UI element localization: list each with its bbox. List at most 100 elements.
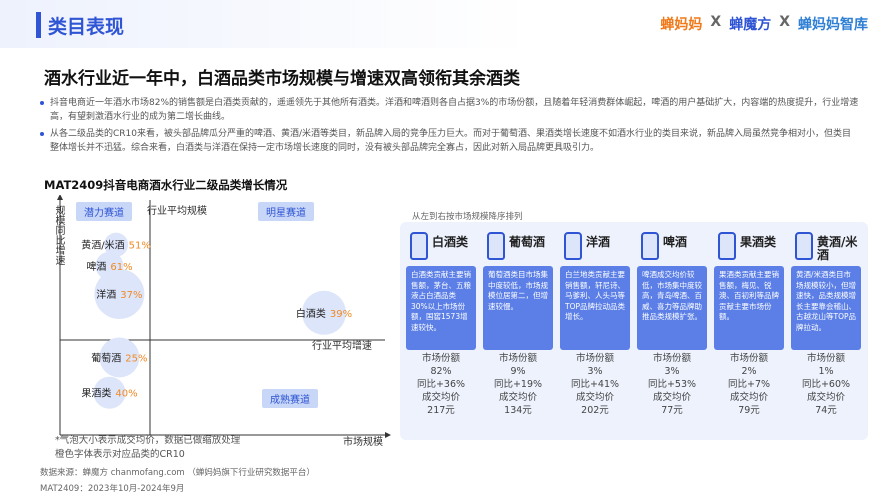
card-desc: 白酒类贡献主要销售额，茅台、五粮液占白酒品类30%以上市场份额，国窖1573增速… bbox=[406, 266, 476, 350]
stat-value: 82% bbox=[430, 366, 452, 377]
stat-label: 同比 bbox=[416, 379, 436, 390]
card-name: 啤酒 bbox=[663, 235, 688, 249]
card-desc: 啤酒成交均价较低，市场集中度较高，青岛啤酒、百威、喜力等品牌助推品类规模扩张。 bbox=[637, 266, 707, 350]
stat-value: +36% bbox=[435, 379, 466, 390]
stat-row: 同比+19% bbox=[483, 378, 553, 391]
header-bar bbox=[36, 12, 41, 38]
bubble-label: 黄酒/米酒 51% bbox=[81, 239, 151, 252]
stat-label: 同比 bbox=[493, 379, 513, 390]
card-desc: 果酒类贡献主要销售额，梅见、锐澳、百初利等品牌贡献主要市场份额。 bbox=[714, 266, 784, 350]
bubble-label: 白酒类 39% bbox=[296, 307, 352, 320]
ref-label: 行业平均增速 bbox=[312, 341, 372, 352]
stat-value: 79元 bbox=[738, 405, 760, 416]
stat-value: 3% bbox=[664, 366, 680, 377]
card-name: 果酒类 bbox=[740, 235, 777, 249]
stat-value: +41% bbox=[589, 379, 620, 390]
stat-value: +60% bbox=[820, 379, 851, 390]
category-name: 黄酒/米酒 bbox=[81, 239, 124, 252]
note: *气泡大小表示成交均价，数据已做缩放处理 bbox=[55, 435, 241, 446]
stat-value: 74元 bbox=[815, 405, 837, 416]
bubble-label: 啤酒 61% bbox=[86, 261, 132, 273]
stat-value: +19% bbox=[512, 379, 543, 390]
cr10-label: 51% bbox=[129, 241, 151, 252]
category-card: 洋酒 白兰地类贡献主要销售额，轩尼诗、马爹利、人头马等TOP品牌拉动品类增长。 … bbox=[560, 228, 630, 433]
stat-label: 同比 bbox=[570, 379, 590, 390]
card-stats: 市场份额 3% 同比+53% 成交均价 77元 bbox=[637, 352, 707, 417]
stat-value: 202元 bbox=[581, 405, 609, 416]
card-stats: 市场份额 2% 同比+7% 成交均价 79元 bbox=[714, 352, 784, 417]
icon bbox=[641, 232, 659, 260]
bubble bbox=[93, 376, 126, 409]
stat-label: 同比 bbox=[727, 379, 747, 390]
stat-row: 同比+7% bbox=[714, 378, 784, 391]
bullet: 抖音电商近一年酒水市场82%的销售额是白酒类贡献的，遥遥领先于其他所有酒类。洋酒… bbox=[40, 96, 860, 124]
stat-value: 9% bbox=[510, 366, 526, 377]
panel bbox=[400, 222, 868, 440]
stat-label: 成交均价 bbox=[729, 392, 768, 403]
footer: MAT2409：2023年10月-2024年9月 bbox=[40, 484, 185, 494]
stat-label: 成交均价 bbox=[806, 392, 845, 403]
quadrant-label: 明星赛道 bbox=[258, 202, 314, 221]
stat-row: 同比+41% bbox=[560, 378, 630, 391]
footer: 数据来源：蝉魔方 chanmofang.com （蝉妈妈旗下行业研究数据平台） bbox=[40, 468, 315, 478]
category-card: 果酒类 果酒类贡献主要销售额，梅见、锐澳、百初利等品牌贡献主要市场份额。 市场份… bbox=[714, 228, 784, 433]
stat-label: 市场份额 bbox=[575, 353, 614, 364]
card-desc: 白兰地类贡献主要销售额，轩尼诗、马爹利、人头马等TOP品牌拉动品类增长。 bbox=[560, 266, 630, 350]
category-name: 啤酒 bbox=[86, 261, 106, 273]
stat-value: +7% bbox=[746, 379, 771, 390]
header-title: 类目表现 bbox=[48, 16, 125, 38]
bubble-chart: 黄酒/米酒 51% 啤酒 61% 洋酒 37% 白酒类 39% 葡萄酒 25% 果酒类 40% bbox=[57, 195, 391, 438]
note: 橙色字体表示对应品类的CR10 bbox=[55, 449, 185, 460]
card-desc: 葡萄酒类目市场集中度较低，市场规模位居第二，但增速较慢。 bbox=[483, 266, 553, 350]
bullet: 从各二级品类的CR10来看，被头部品牌瓜分严重的啤酒、黄酒/米酒等类目，新品牌入… bbox=[40, 127, 860, 155]
category-card: 黄酒/米酒 黄酒/米酒类目市场规模较小，但增速快，品类规模增长主要靠会稽山、古越… bbox=[791, 228, 861, 433]
stat-value: 134元 bbox=[504, 405, 532, 416]
bubble-label: 葡萄酒 25% bbox=[91, 351, 147, 364]
stat-value: +53% bbox=[666, 379, 697, 390]
cr10-label: 25% bbox=[125, 353, 147, 364]
header bbox=[0, 0, 886, 48]
bubble bbox=[94, 269, 145, 319]
category-name: 葡萄酒 bbox=[91, 351, 121, 364]
stat-row: 同比+60% bbox=[791, 378, 861, 391]
stat-label: 成交均价 bbox=[421, 392, 460, 403]
logos: 蝉妈妈 X 蝉魔方 X 蝉妈妈智库 bbox=[660, 14, 868, 34]
stat-value: 1% bbox=[818, 366, 834, 377]
icon bbox=[487, 232, 505, 260]
x-axis-label: 市场规模 bbox=[343, 437, 383, 448]
cr10-label: 39% bbox=[330, 309, 352, 320]
stat-label: 同比 bbox=[801, 379, 821, 390]
stat-label: 同比 bbox=[647, 379, 667, 390]
category-name: 洋酒 bbox=[96, 288, 116, 301]
card-name: 葡萄酒 bbox=[509, 235, 546, 249]
headline: 酒水行业近一年中，白酒品类市场规模与增速双高领衔其余酒类 bbox=[44, 69, 520, 89]
logo: 蝉魔方 bbox=[729, 17, 772, 33]
stat-label: 市场份额 bbox=[498, 353, 537, 364]
stat-label: 市场份额 bbox=[806, 353, 845, 364]
category-card: 啤酒 啤酒成交均价较低，市场集中度较高，青岛啤酒、百威、喜力等品牌助推品类规模扩… bbox=[637, 228, 707, 433]
stat-label: 市场份额 bbox=[421, 353, 460, 364]
logo-sep: X bbox=[710, 14, 722, 30]
stat-label: 市场份额 bbox=[652, 353, 691, 364]
stat-label: 成交均价 bbox=[652, 392, 691, 403]
chart-title: MAT2409抖音电商酒水行业二级品类增长情况 bbox=[44, 178, 288, 192]
card-name: 黄酒/米酒 bbox=[817, 235, 858, 262]
logo: 蝉妈妈 bbox=[660, 17, 703, 33]
icon bbox=[795, 232, 813, 260]
stat-label: 市场份额 bbox=[729, 353, 768, 364]
quadrant-label: 成熟赛道 bbox=[262, 389, 318, 408]
card-stats: 市场份额 1% 同比+60% 成交均价 74元 bbox=[791, 352, 861, 417]
cr10-label: 37% bbox=[120, 290, 142, 301]
icon bbox=[564, 232, 582, 260]
icon bbox=[410, 232, 428, 260]
stat-value: 2% bbox=[741, 366, 757, 377]
stat-label: 成交均价 bbox=[575, 392, 614, 403]
bubble bbox=[302, 290, 346, 335]
cr10-label: 61% bbox=[110, 262, 132, 273]
category-card: 葡萄酒 葡萄酒类目市场集中度较低，市场规模位居第二，但增速较慢。 市场份额 9%… bbox=[483, 228, 553, 433]
category-name: 白酒类 bbox=[296, 307, 326, 320]
card-stats: 市场份额 82% 同比+36% 成交均价 217元 bbox=[406, 352, 476, 417]
stat-label: 成交均价 bbox=[498, 392, 537, 403]
stat-row: 同比+36% bbox=[406, 378, 476, 391]
